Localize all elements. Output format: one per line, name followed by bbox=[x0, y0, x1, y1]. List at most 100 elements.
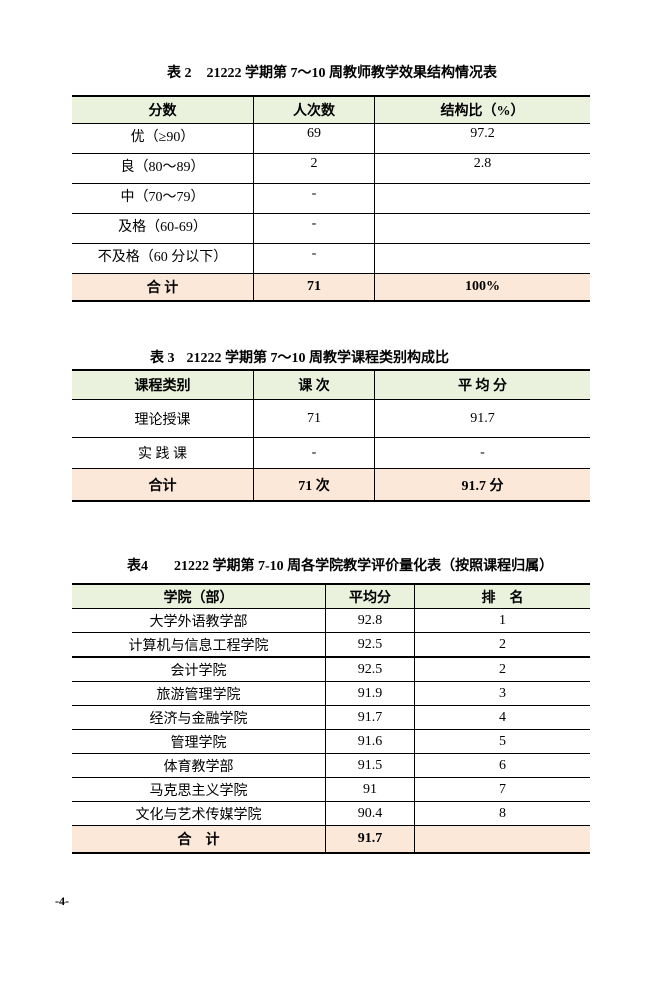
table-row: 马克思主义学院 91 7 bbox=[72, 777, 590, 802]
total-cell: 合计 bbox=[72, 468, 254, 501]
table-row: 良（80～89） 2 2.8 bbox=[72, 153, 590, 184]
column-header: 课 次 bbox=[253, 370, 375, 400]
table-cell: 5 bbox=[414, 729, 590, 754]
table-cell: 92.5 bbox=[325, 656, 415, 682]
table-cell: 良（80～89） bbox=[72, 153, 254, 184]
table-row: 管理学院 91.6 5 bbox=[72, 729, 590, 754]
table-cell: 2 bbox=[414, 656, 590, 682]
table-cell: 6 bbox=[414, 753, 590, 778]
table-cell: 会计学院 bbox=[72, 656, 326, 682]
table-cell: 2.8 bbox=[374, 153, 590, 184]
table-cell bbox=[374, 243, 590, 274]
table-cell: 实 践 课 bbox=[72, 437, 254, 469]
total-cell: 91.7 bbox=[325, 825, 415, 853]
table-cell: 91.7 bbox=[325, 705, 415, 730]
table-cell: 91.7 bbox=[374, 399, 590, 438]
table-cell: - bbox=[253, 243, 375, 274]
column-header: 课程类别 bbox=[72, 370, 254, 400]
table-row: 体育教学部 91.5 6 bbox=[72, 753, 590, 778]
table-cell: 大学外语教学部 bbox=[72, 608, 326, 633]
table-cell: 91 bbox=[325, 777, 415, 802]
table3-title-text: 21222 学期第 7～10 周教学课程类别构成比 bbox=[186, 351, 450, 366]
page-number: -4- bbox=[55, 894, 69, 908]
table-cell: 92.8 bbox=[325, 608, 415, 633]
header-row: 学院（部） 平均分排 名 bbox=[72, 584, 590, 609]
total-row: 合 计 71 100% bbox=[72, 273, 590, 301]
total-cell: 合 计 bbox=[72, 273, 254, 301]
table4-title-label: 表4 bbox=[127, 559, 148, 574]
table-row: 及格（60-69） - bbox=[72, 213, 590, 244]
table-row: 大学外语教学部 92.8 1 bbox=[72, 608, 590, 633]
table-row: 旅游管理学院 91.9 3 bbox=[72, 681, 590, 706]
table-cell: 97.2 bbox=[374, 123, 590, 154]
table-cell: 理论授课 bbox=[72, 399, 254, 438]
total-cell: 71 bbox=[253, 273, 375, 301]
table-row: 计算机与信息工程学院 92.5 2 bbox=[72, 632, 590, 657]
table-cell: - bbox=[253, 213, 375, 244]
table-cell: 不及格（60 分以下） bbox=[72, 243, 254, 274]
table4-title: 表4 21222 学期第 7-10 周各学院教学评价量化表（按照课程归属） bbox=[127, 558, 662, 575]
table-cell: 2 bbox=[414, 632, 590, 657]
table-row: 中（70～79） - bbox=[72, 183, 590, 214]
column-header: 结构比（%） bbox=[374, 96, 590, 124]
table-cell: 4 bbox=[414, 705, 590, 730]
table-cell: 管理学院 bbox=[72, 729, 326, 754]
table-cell: - bbox=[374, 437, 590, 469]
table4-title-text: 21222 学期第 7-10 周各学院教学评价量化表（按照课程归属） bbox=[174, 559, 554, 574]
table-row: 优（≥90） 69 97.2 bbox=[72, 123, 590, 154]
table-cell: - bbox=[253, 437, 375, 469]
table-cell: 3 bbox=[414, 681, 590, 706]
table-cell bbox=[374, 213, 590, 244]
table-row: 实 践 课-- bbox=[72, 437, 590, 469]
column-header: 学院（部） bbox=[72, 584, 326, 609]
table-cell: 计算机与信息工程学院 bbox=[72, 632, 326, 657]
table-cell: 马克思主义学院 bbox=[72, 777, 326, 802]
table-cell: 及格（60-69） bbox=[72, 213, 254, 244]
table-cell: 91.9 bbox=[325, 681, 415, 706]
document-page: { "page": { "page_number": "-4-" }, "col… bbox=[0, 65, 662, 1001]
table-cell bbox=[374, 183, 590, 214]
college-evaluation-ranking-table: 学院（部） 平均分排 名大学外语教学部 92.8 1 计算机与信息工程学院 92.5 2 会计… bbox=[72, 583, 590, 854]
table-row: 理论授课 71 91.7 bbox=[72, 399, 590, 438]
table-cell: 8 bbox=[414, 801, 590, 826]
total-cell: 91.7 分 bbox=[374, 468, 590, 501]
teaching-effect-structure-table: 分数 人次数 结构比（%） 优（≥90） 69 97.2 良（80～89） 2 2.8 中（70～… bbox=[72, 95, 590, 302]
table3-title: 表 3 21222 学期第 7～10 周教学课程类别构成比 bbox=[150, 350, 662, 367]
table-cell: 优（≥90） bbox=[72, 123, 254, 154]
table-row: 不及格（60 分以下） - bbox=[72, 243, 590, 274]
table-cell: 1 bbox=[414, 608, 590, 633]
total-row: 合 计 91.7 bbox=[72, 825, 590, 853]
table-cell: 92.5 bbox=[325, 632, 415, 657]
table-cell: 文化与艺术传媒学院 bbox=[72, 801, 326, 826]
table-cell: 91.5 bbox=[325, 753, 415, 778]
table-cell: 69 bbox=[253, 123, 375, 154]
header-row: 分数 人次数 结构比（%） bbox=[72, 96, 590, 124]
table-row: 会计学院 92.5 2 bbox=[72, 656, 590, 682]
column-header: 排 名 bbox=[414, 584, 590, 609]
table-cell: 2 bbox=[253, 153, 375, 184]
table-cell: 90.4 bbox=[325, 801, 415, 826]
total-cell: 71 次 bbox=[253, 468, 375, 501]
table-cell: 中（70～79） bbox=[72, 183, 254, 214]
total-cell: 合 计 bbox=[72, 825, 326, 853]
total-row: 合计 71 次 91.7 分 bbox=[72, 468, 590, 501]
table-cell: 体育教学部 bbox=[72, 753, 326, 778]
table-cell: 旅游管理学院 bbox=[72, 681, 326, 706]
column-header: 人次数 bbox=[253, 96, 375, 124]
table-cell: 7 bbox=[414, 777, 590, 802]
table2-title-text: 21222 学期第 7～10 周教师教学效果结构情况表 bbox=[206, 66, 498, 81]
table2-title: 表 2 21222 学期第 7～10 周教师教学效果结构情况表 bbox=[167, 65, 662, 82]
table-row: 文化与艺术传媒学院 90.4 8 bbox=[72, 801, 590, 826]
header-row: 课程类别课 次平 均 分 bbox=[72, 370, 590, 400]
table-row: 经济与金融学院 91.7 4 bbox=[72, 705, 590, 730]
total-cell bbox=[414, 825, 590, 853]
column-header: 平 均 分 bbox=[374, 370, 590, 400]
column-header: 平均分 bbox=[325, 584, 415, 609]
total-cell: 100% bbox=[374, 273, 590, 301]
table-cell: 71 bbox=[253, 399, 375, 438]
table-cell: 经济与金融学院 bbox=[72, 705, 326, 730]
column-header: 分数 bbox=[72, 96, 254, 124]
table3-title-label: 表 3 bbox=[150, 351, 175, 366]
table2-title-label: 表 2 bbox=[167, 66, 192, 81]
table-cell: - bbox=[253, 183, 375, 214]
